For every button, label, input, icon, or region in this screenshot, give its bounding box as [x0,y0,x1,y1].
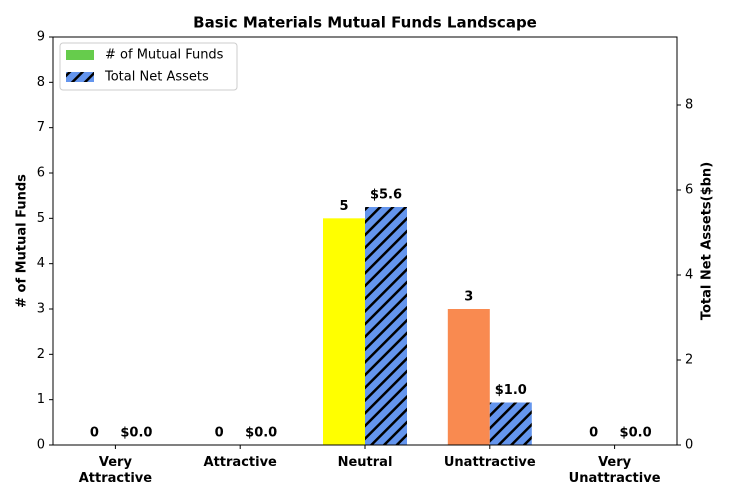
value-label: 0 [589,426,598,441]
x-tick-label: Very Unattractive [569,455,661,486]
plot-frame [52,36,678,446]
x-tick-label: Very Attractive [79,455,153,486]
bar [365,207,407,445]
legend-label: Total Net Assets [104,70,209,85]
y-tick-label: 2 [37,347,45,362]
legend-label: # of Mutual Funds [105,48,224,63]
value-label: 0 [215,426,224,441]
value-label: 0 [90,426,99,441]
chart-title: Basic Materials Mutual Funds Landscape [193,14,537,32]
x-tick-label: Neutral [338,455,393,470]
legend-swatch [66,50,94,60]
y-tick-label: 0 [37,438,45,453]
legend-swatch [66,72,94,82]
y-axis-label: # of Mutual Funds [15,174,30,308]
bar [323,218,365,445]
y2-tick-label: 0 [685,438,693,453]
y-tick-label: 1 [37,392,45,407]
y-tick-label: 8 [37,75,45,90]
value-label: $1.0 [495,383,527,398]
value-label: 5 [339,199,348,214]
value-label: $5.6 [370,188,402,203]
x-tick-label: Attractive [204,455,278,470]
bar [447,309,490,445]
x-tick-label: Unattractive [444,455,536,470]
y2-tick-label: 8 [685,98,693,113]
bar [489,402,532,445]
y2-tick-label: 2 [685,353,693,368]
value-label: $0.0 [120,426,152,441]
legend-box [59,42,238,91]
y2-axis-label: Total Net Assets($bn) [700,162,715,320]
value-label: 3 [464,290,473,305]
y-tick-label: 4 [37,256,45,271]
y-tick-label: 7 [37,120,45,135]
value-label: $0.0 [245,426,277,441]
y-tick-label: 5 [37,211,45,226]
legend: # of Mutual Funds Total Net Assets [59,42,238,91]
y2-tick-label: 6 [685,183,693,198]
y-tick-label: 3 [37,302,45,317]
value-label: $0.0 [620,426,652,441]
y2-tick-label: 4 [685,268,693,283]
y-tick-label: 6 [37,166,45,181]
y-tick-label: 9 [37,30,45,45]
